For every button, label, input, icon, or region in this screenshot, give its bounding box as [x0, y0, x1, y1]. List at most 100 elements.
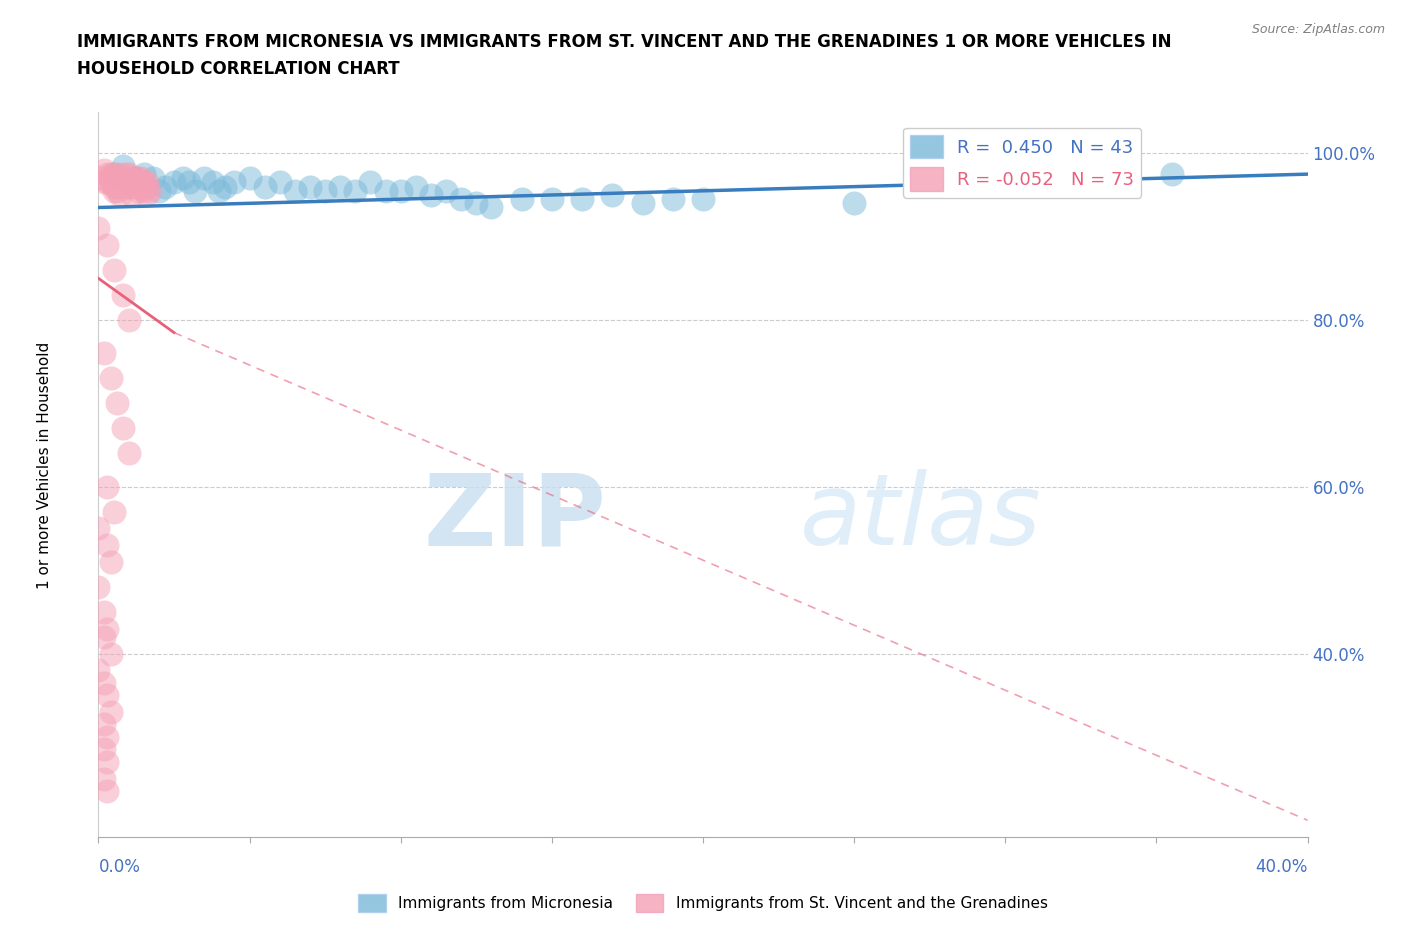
Point: [111, 158, 134, 173]
Point: [135, 179, 157, 194]
Point: [132, 183, 155, 198]
Point: [93, 717, 115, 732]
Point: [661, 192, 683, 206]
Point: [132, 166, 155, 181]
Point: [202, 175, 225, 190]
Point: [602, 188, 624, 203]
Point: [108, 175, 131, 190]
Point: [465, 196, 488, 211]
Point: [93, 630, 115, 644]
Point: [184, 183, 207, 198]
Point: [127, 183, 149, 198]
Point: [96, 175, 118, 190]
Point: [124, 171, 146, 186]
Point: [96, 621, 118, 636]
Point: [100, 175, 122, 190]
Point: [100, 171, 122, 186]
Point: [214, 179, 236, 194]
Point: [132, 175, 155, 190]
Point: [96, 166, 118, 181]
Point: [148, 183, 170, 198]
Point: [93, 742, 115, 757]
Point: [100, 166, 122, 181]
Point: [844, 196, 866, 211]
Point: [127, 171, 149, 186]
Point: [224, 175, 246, 190]
Point: [124, 179, 146, 194]
Point: [105, 396, 128, 411]
Point: [111, 179, 134, 194]
Point: [139, 183, 162, 198]
Legend: Immigrants from Micronesia, Immigrants from St. Vincent and the Grenadines: Immigrants from Micronesia, Immigrants f…: [353, 888, 1053, 918]
Point: [96, 237, 118, 252]
Point: [344, 183, 367, 198]
Point: [299, 179, 322, 194]
Point: [103, 504, 125, 519]
Point: [93, 675, 115, 690]
Text: 0.0%: 0.0%: [98, 857, 141, 876]
Point: [135, 175, 157, 190]
Point: [631, 196, 654, 211]
Point: [100, 371, 122, 386]
Point: [118, 312, 141, 327]
Point: [93, 163, 115, 178]
Point: [540, 192, 562, 206]
Point: [87, 521, 110, 536]
Point: [105, 183, 128, 198]
Point: [108, 166, 131, 181]
Point: [96, 754, 118, 769]
Point: [103, 166, 125, 181]
Point: [118, 166, 141, 181]
Point: [118, 446, 141, 461]
Point: [87, 221, 110, 236]
Point: [360, 175, 382, 190]
Point: [103, 262, 125, 277]
Point: [114, 175, 136, 190]
Point: [329, 179, 352, 194]
Point: [172, 171, 194, 186]
Point: [93, 604, 115, 619]
Point: [108, 188, 131, 203]
Point: [129, 179, 152, 194]
Text: atlas: atlas: [800, 470, 1042, 566]
Point: [124, 171, 146, 186]
Point: [111, 171, 134, 186]
Point: [96, 538, 118, 552]
Text: 1 or more Vehicles in Household: 1 or more Vehicles in Household: [38, 341, 52, 589]
Point: [121, 175, 143, 190]
Point: [93, 771, 115, 786]
Point: [129, 171, 152, 186]
Point: [269, 175, 291, 190]
Point: [87, 579, 110, 594]
Point: [103, 183, 125, 198]
Point: [135, 188, 157, 203]
Point: [111, 175, 134, 190]
Point: [163, 175, 186, 190]
Text: HOUSEHOLD CORRELATION CHART: HOUSEHOLD CORRELATION CHART: [77, 60, 399, 78]
Point: [114, 166, 136, 181]
Point: [96, 729, 118, 744]
Point: [253, 179, 276, 194]
Point: [420, 188, 443, 203]
Point: [118, 179, 141, 194]
Point: [93, 175, 115, 190]
Point: [111, 287, 134, 302]
Point: [100, 646, 122, 661]
Point: [374, 183, 396, 198]
Point: [1160, 166, 1182, 181]
Point: [90, 171, 112, 186]
Point: [284, 183, 307, 198]
Point: [96, 688, 118, 703]
Point: [571, 192, 593, 206]
Point: [118, 175, 141, 190]
Point: [450, 192, 472, 206]
Point: [93, 346, 115, 361]
Point: [96, 479, 118, 494]
Point: [118, 171, 141, 186]
Point: [405, 179, 427, 194]
Point: [239, 171, 262, 186]
Point: [389, 183, 412, 198]
Point: [434, 183, 457, 198]
Point: [124, 175, 146, 190]
Point: [481, 200, 503, 215]
